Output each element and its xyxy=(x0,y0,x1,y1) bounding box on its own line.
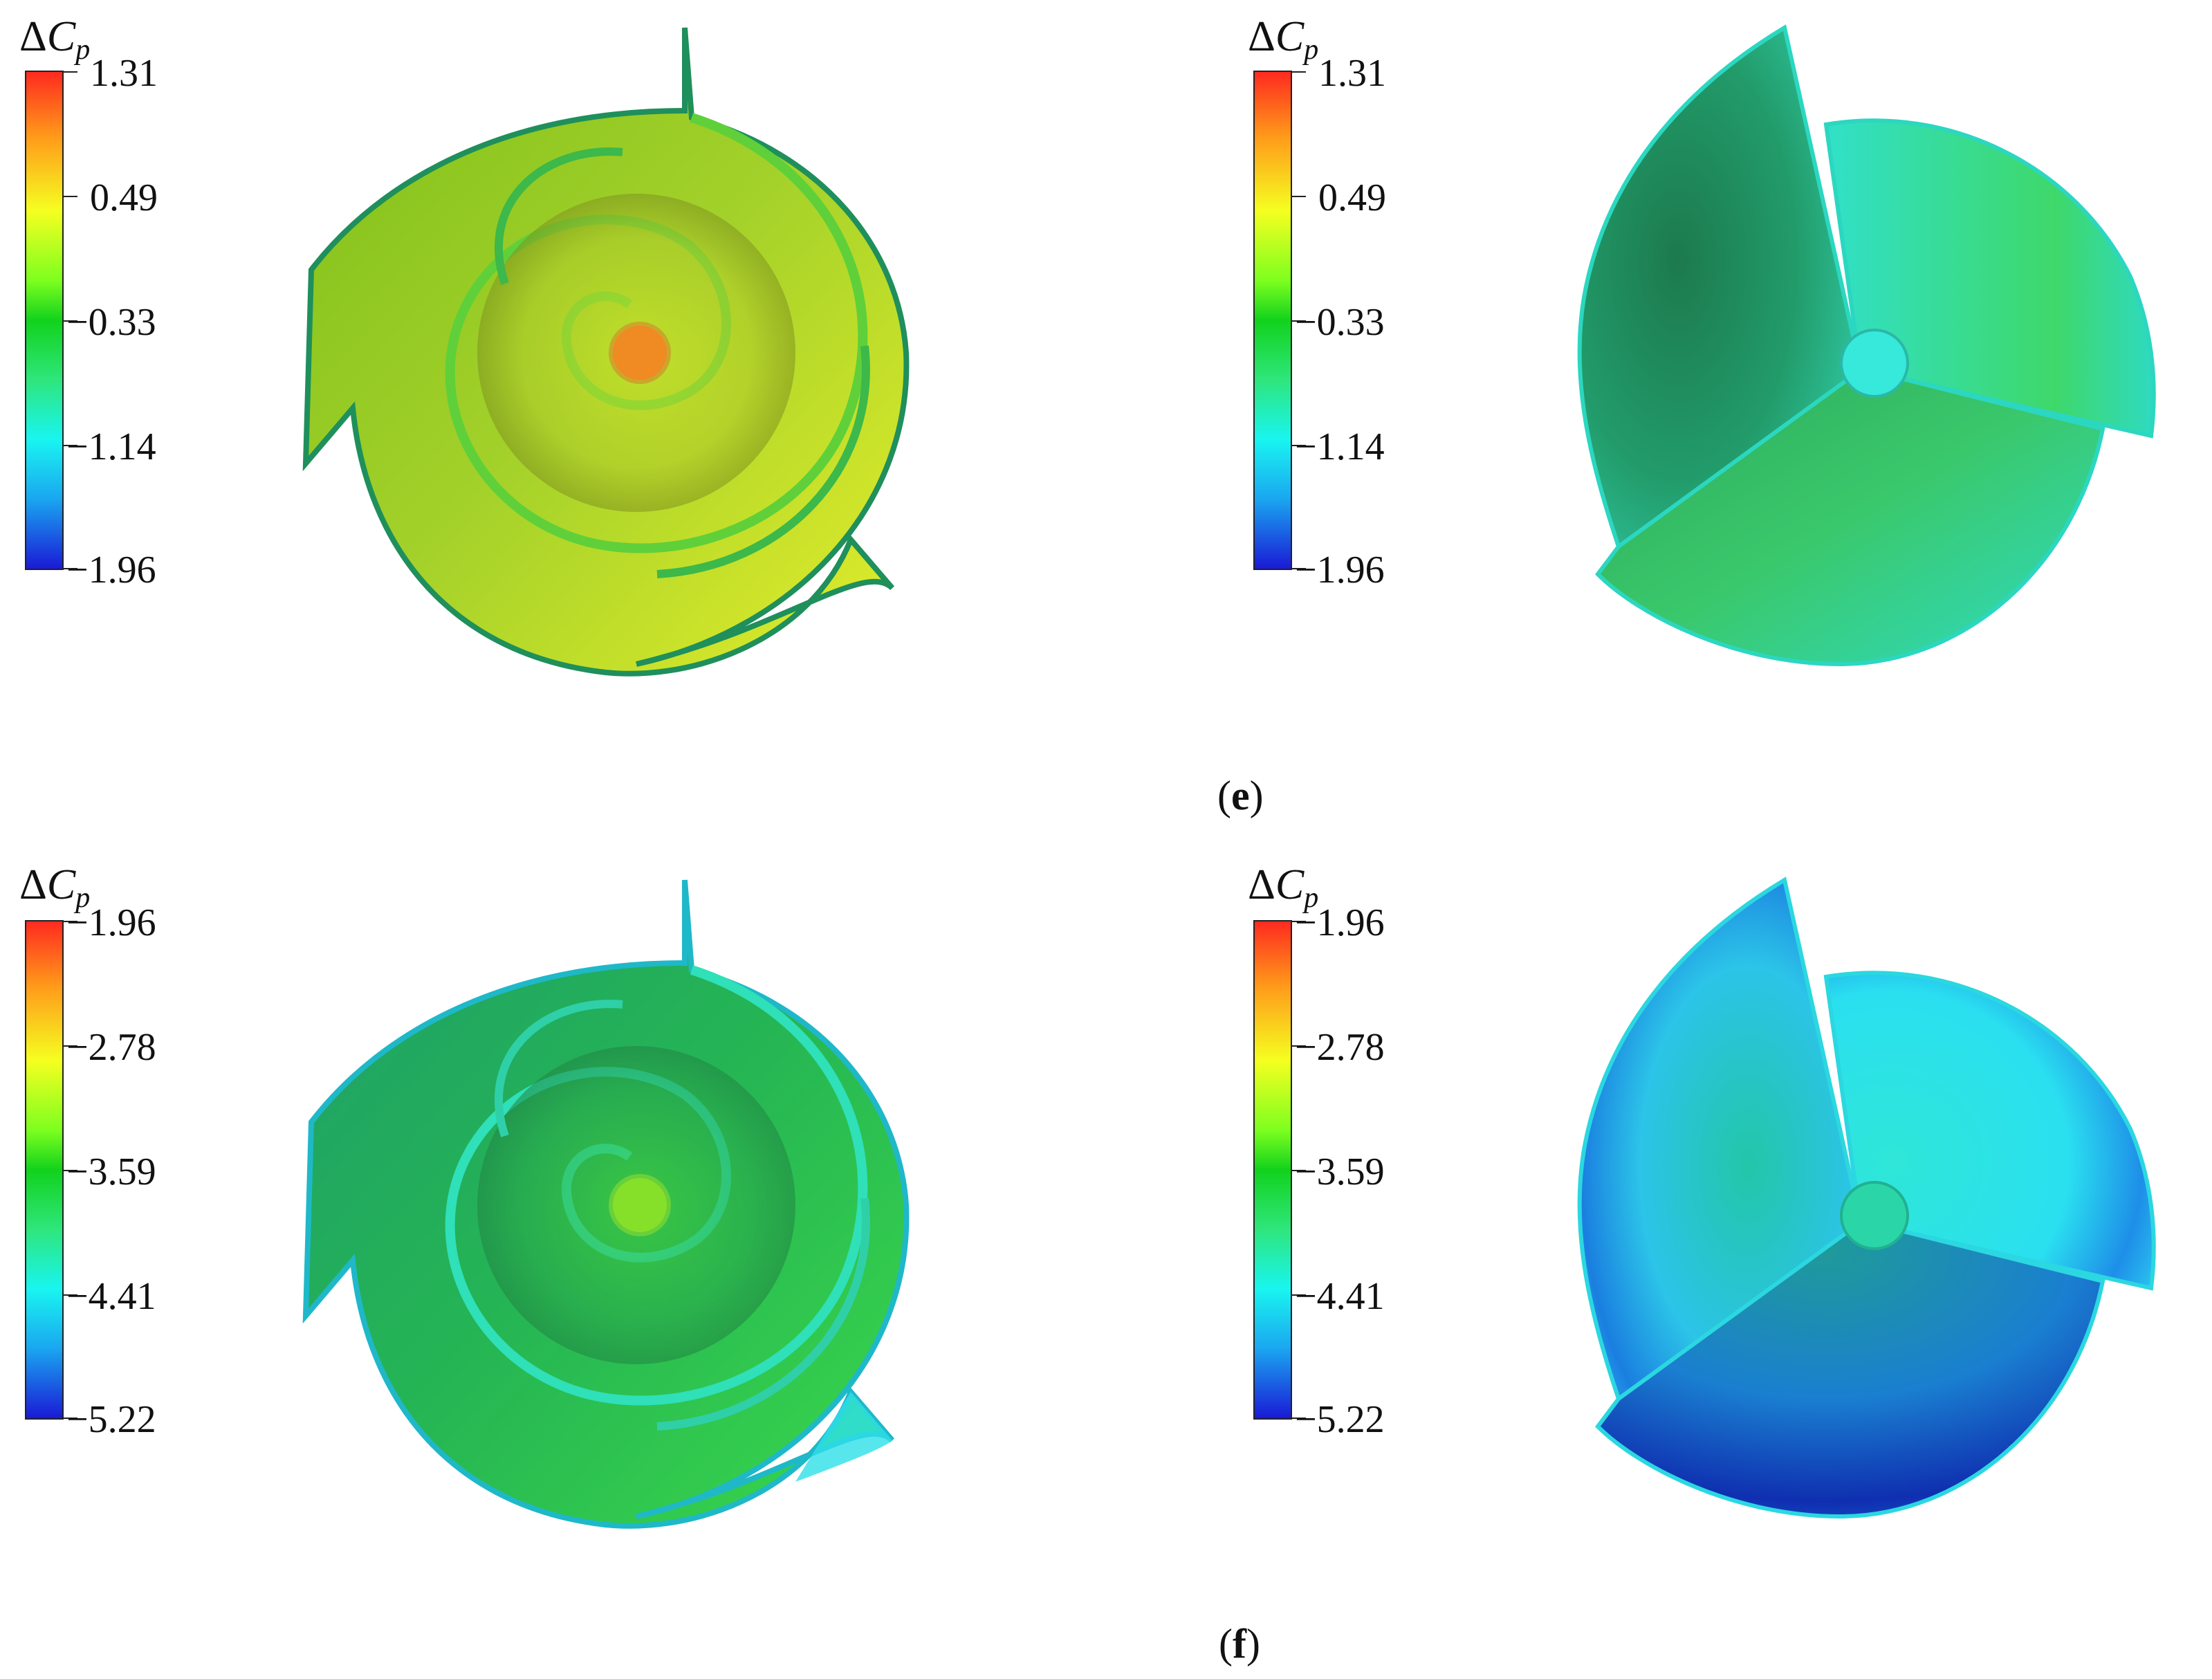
colorbar-e-left xyxy=(25,71,64,570)
colorbar-tick-label: −4.41 xyxy=(66,1275,156,1318)
colorbar-tick xyxy=(62,196,77,197)
colorbar-tick-label: −1.96 xyxy=(1295,549,1385,591)
colorbar-tick xyxy=(1291,71,1306,73)
colorbar-tick xyxy=(62,1294,77,1296)
colorbar-tick-label: −5.22 xyxy=(1295,1398,1385,1441)
colorbar-tick-label: −2.78 xyxy=(66,1026,156,1069)
colorbar-f-right xyxy=(1253,920,1292,1420)
blade-bottom xyxy=(1595,1220,2105,1519)
colorbar-tick-label: −2.78 xyxy=(1295,1026,1385,1069)
three-blade-rotor-contour-e xyxy=(1577,24,2156,667)
colorbar-tick-label: −3.59 xyxy=(66,1150,156,1193)
colorbar-tick-label: 0.49 xyxy=(90,176,158,219)
colorbar-title-f-right: ΔCp xyxy=(1248,861,1319,914)
colorbar-tick-label: −5.22 xyxy=(66,1398,156,1441)
blade-top-left xyxy=(1577,877,1863,1402)
hub-center xyxy=(609,322,671,384)
three-blade-rotor-contour-f xyxy=(1577,877,2156,1519)
colorbar-tick xyxy=(1291,568,1306,569)
colorbar-tick xyxy=(1291,1294,1306,1296)
colorbar-tick-label: 1.31 xyxy=(90,52,158,95)
colorbar-tick-label: −1.96 xyxy=(66,901,156,944)
colorbar-tick xyxy=(1291,1417,1306,1419)
colorbar-tick-label: −3.59 xyxy=(1295,1150,1385,1193)
colorbar-tick-label: 1.31 xyxy=(1318,52,1386,95)
colorbar-tick xyxy=(62,71,77,73)
colorbar-f-left xyxy=(25,920,64,1420)
colorbar-tick xyxy=(62,1045,77,1047)
blade-top-left xyxy=(1577,24,1863,550)
spiral-rotor-contour-e xyxy=(302,27,910,677)
hub xyxy=(1840,329,1909,398)
colorbar-title-e-left: ΔCp xyxy=(19,13,91,66)
colorbar-tick xyxy=(1291,921,1306,922)
panel-label-f: (f) xyxy=(1219,1621,1260,1667)
colorbar-tick-label: −4.41 xyxy=(1295,1275,1385,1318)
colorbar-e-right xyxy=(1253,71,1292,570)
colorbar-tick xyxy=(62,445,77,446)
colorbar-title-e-right: ΔCp xyxy=(1248,13,1319,66)
colorbar-tick xyxy=(1291,1170,1306,1171)
blade-bottom xyxy=(1595,367,2105,667)
colorbar-tick-label: −1.14 xyxy=(1295,425,1385,468)
colorbar-tick xyxy=(62,1170,77,1171)
colorbar-tick-label: −0.33 xyxy=(66,301,156,344)
colorbar-tick-label: −1.96 xyxy=(66,549,156,591)
spiral-rotor-contour-f xyxy=(302,879,910,1529)
colorbar-tick xyxy=(62,320,77,322)
panel-label-e: (e) xyxy=(1217,773,1264,818)
colorbar-tick xyxy=(1291,320,1306,322)
colorbar-tick xyxy=(1291,196,1306,197)
colorbar-tick xyxy=(62,1417,77,1419)
colorbar-tick xyxy=(62,568,77,569)
hub xyxy=(1840,1181,1909,1250)
colorbar-tick-label: −0.33 xyxy=(1295,301,1385,344)
colorbar-tick-label: −1.96 xyxy=(1295,901,1385,944)
colorbar-tick xyxy=(62,921,77,922)
colorbar-title-f-left: ΔCp xyxy=(19,861,91,914)
hub-center xyxy=(609,1174,671,1236)
colorbar-tick xyxy=(1291,1045,1306,1047)
colorbar-tick xyxy=(1291,445,1306,446)
colorbar-tick-label: −1.14 xyxy=(66,425,156,468)
colorbar-tick-label: 0.49 xyxy=(1318,176,1386,219)
